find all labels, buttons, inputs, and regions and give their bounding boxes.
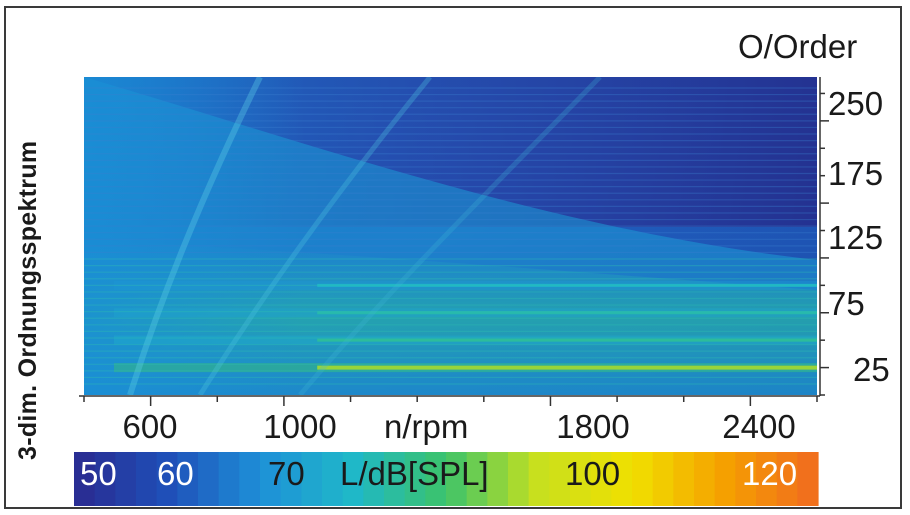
colorbar-swatch (115, 452, 137, 506)
colorbar-swatch (280, 452, 302, 506)
colorbar-swatch (776, 452, 798, 506)
colorbar-tick-label: 50 (80, 455, 117, 492)
colorbar-tick-label: 120 (742, 455, 798, 492)
colorbar-swatch (218, 452, 240, 506)
colorbar-tick-label: 100 (565, 455, 621, 492)
resonance-curves (127, 77, 602, 395)
colorbar-swatch (487, 452, 509, 506)
colorbar-swatch (156, 452, 178, 506)
colorbar-tick-label: 60 (157, 455, 194, 492)
colorbar-swatch (342, 452, 364, 506)
colorbar-swatch (446, 452, 468, 506)
colorbar-swatch (714, 452, 736, 506)
resonance-curve (127, 77, 263, 395)
colorbar-swatch (136, 452, 158, 506)
low-rpm-region (84, 77, 304, 395)
colorbar-swatch (673, 452, 695, 506)
colorbar-swatch (570, 452, 592, 506)
colorbar-swatch (549, 452, 571, 506)
colorbar-swatch (694, 452, 716, 506)
colorbar-swatch (528, 452, 550, 506)
heatmap-area (84, 77, 817, 395)
colorbar-swatch (384, 452, 406, 506)
colorbar-swatch (425, 452, 447, 506)
colorbar-swatch (239, 452, 261, 506)
colorbar-swatch (735, 452, 757, 506)
y-tick-label: 175 (828, 155, 884, 192)
colorbar-swatch (611, 452, 633, 506)
order-lines (84, 87, 817, 385)
y-axis-ticks (820, 92, 829, 396)
colorbar-swatch (756, 452, 778, 506)
colorbar-swatch (74, 452, 96, 506)
plot-left-edge (78, 77, 82, 395)
colorbar (74, 452, 819, 506)
colorbar-swatch (466, 452, 488, 506)
y-tick-label: 25 (853, 351, 890, 388)
x-tick-label: 2400 (722, 408, 796, 445)
y-tick-label: 125 (828, 219, 884, 256)
colorbar-swatch (260, 452, 282, 506)
colorbar-swatch (404, 452, 426, 506)
x-tick-label: 1800 (556, 408, 630, 445)
x-axis-label: n/rpm (384, 408, 469, 445)
colorbar-tick-label: 70 (268, 455, 305, 492)
x-axis-ticks (83, 396, 818, 406)
colorbar-swatch (177, 452, 199, 506)
y-axis-label: O/Order (738, 28, 858, 65)
y-tick-label: 250 (828, 85, 884, 122)
colorbar-swatch (797, 452, 819, 506)
resonance-curve (197, 77, 432, 395)
x-tick-label: 1000 (263, 408, 337, 445)
colorbar-swatch (94, 452, 116, 506)
resonance-curve (298, 77, 602, 395)
x-tick-label: 600 (122, 408, 178, 445)
colorbar-swatch (198, 452, 220, 506)
colorbar-swatch (363, 452, 385, 506)
colorbar-swatch (632, 452, 654, 506)
colorbar-swatch (301, 452, 323, 506)
y-tick-label: 75 (828, 285, 865, 322)
colorbar-label: L/dB[SPL] (340, 455, 489, 492)
colorbar-swatch (652, 452, 674, 506)
colorbar-swatch (508, 452, 530, 506)
colorbar-swatch (590, 452, 612, 506)
colorbar-swatch (322, 452, 344, 506)
